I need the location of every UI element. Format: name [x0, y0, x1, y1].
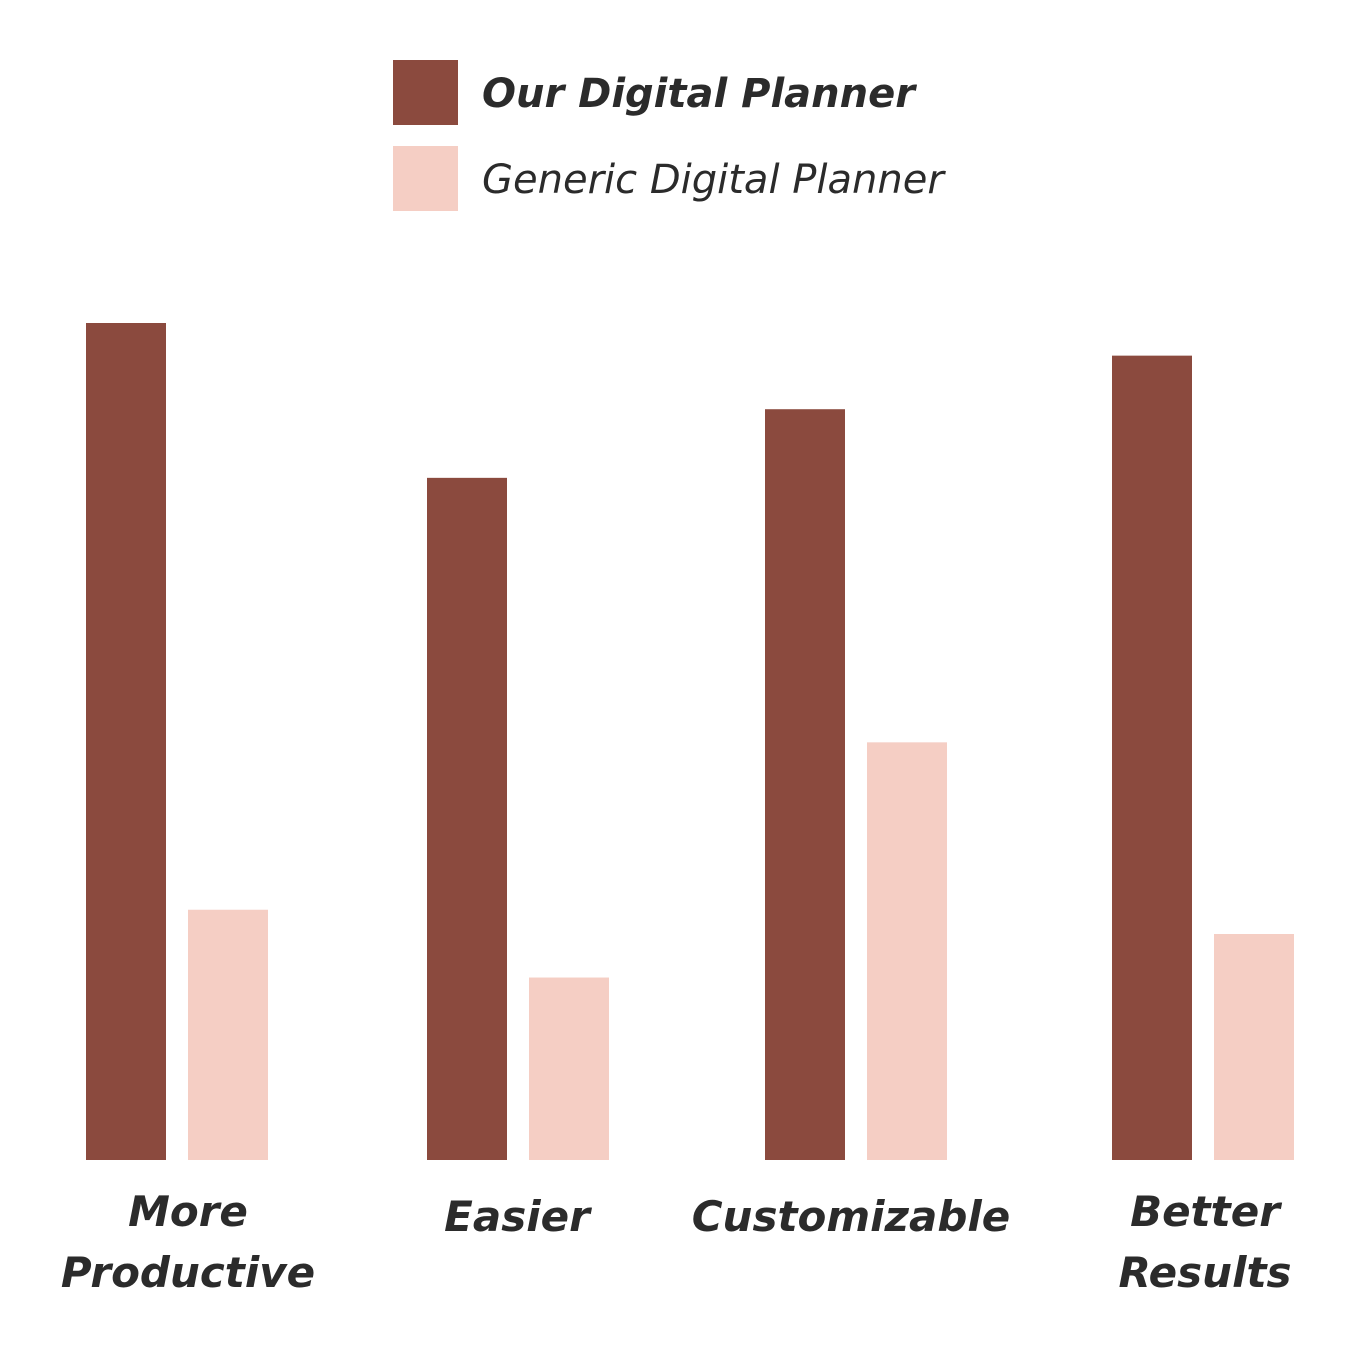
- bar-generic-digital-planner-easier: [529, 977, 609, 1160]
- x-axis-labels: More Productive Easier Customizable Better Re…: [61, 1187, 1292, 1297]
- bar-our-digital-planner-more-productive: [86, 323, 166, 1160]
- chart-legend: Our Digital Planner Generic Digital Plan…: [393, 60, 946, 211]
- bar-generic-digital-planner-better-results: [1214, 934, 1294, 1160]
- x-tick-label-better-results: Better Results: [1118, 1187, 1291, 1297]
- legend-label-generic-digital-planner: Generic Digital Planner: [482, 157, 946, 203]
- x-tick-label-line: More: [128, 1187, 248, 1236]
- bar-our-digital-planner-easier: [427, 477, 507, 1161]
- chart-bars: [86, 323, 1294, 1161]
- legend-label-our-digital-planner: Our Digital Planner: [482, 71, 917, 117]
- x-tick-label-more-productive: More Productive: [61, 1187, 315, 1297]
- x-tick-label-easier: Easier: [444, 1192, 592, 1241]
- bar-our-digital-planner-customizable: [765, 409, 845, 1160]
- bar-generic-digital-planner-more-productive: [188, 909, 268, 1160]
- legend-swatch-generic-digital-planner: [393, 146, 458, 211]
- legend-swatch-our-digital-planner: [393, 60, 458, 125]
- bar-our-digital-planner-better-results: [1112, 355, 1192, 1160]
- x-tick-label-customizable: Customizable: [692, 1192, 1011, 1241]
- bar-generic-digital-planner-customizable: [867, 742, 947, 1160]
- x-tick-label-line: Productive: [61, 1248, 315, 1297]
- x-tick-label-line: Easier: [444, 1192, 592, 1241]
- x-tick-label-line: Customizable: [692, 1192, 1011, 1241]
- x-tick-label-line: Results: [1118, 1248, 1291, 1297]
- x-tick-label-line: Better: [1130, 1187, 1282, 1236]
